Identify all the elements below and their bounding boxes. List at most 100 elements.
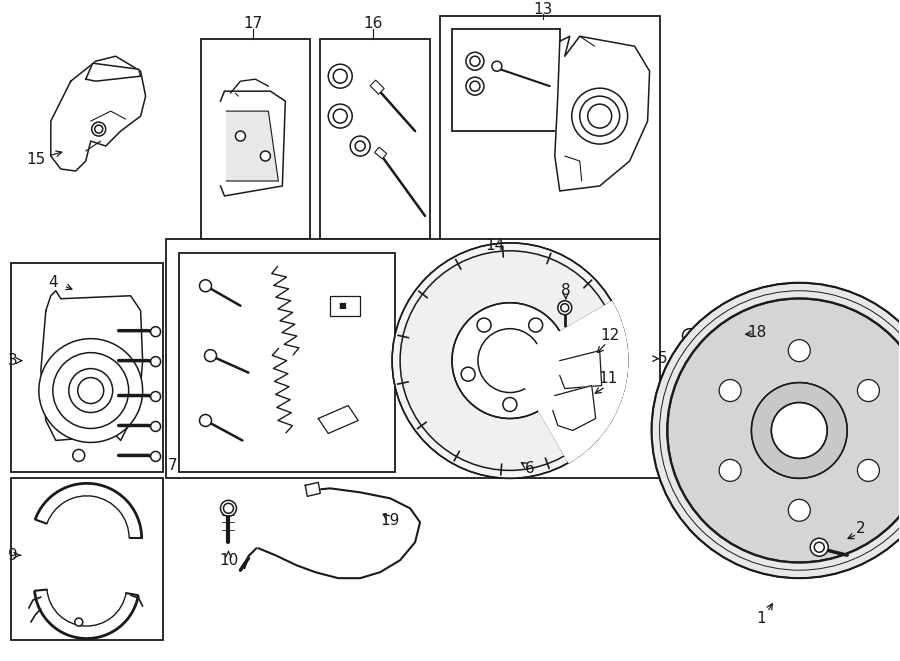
Circle shape	[503, 397, 517, 412]
Circle shape	[68, 369, 112, 412]
Bar	[374, 147, 387, 159]
Circle shape	[356, 141, 365, 151]
Circle shape	[682, 329, 697, 342]
Circle shape	[668, 299, 900, 563]
Polygon shape	[554, 36, 650, 191]
Circle shape	[461, 368, 475, 381]
Circle shape	[400, 251, 620, 471]
Circle shape	[492, 61, 502, 71]
Circle shape	[561, 303, 569, 312]
Polygon shape	[553, 385, 596, 430]
Text: 8: 8	[561, 284, 571, 298]
Bar	[452, 29, 560, 131]
Circle shape	[477, 318, 491, 332]
Circle shape	[788, 340, 810, 362]
Circle shape	[333, 109, 347, 123]
Circle shape	[558, 301, 572, 315]
Bar	[201, 39, 310, 239]
Circle shape	[150, 357, 160, 367]
Circle shape	[466, 77, 484, 95]
Bar	[440, 17, 660, 256]
Circle shape	[580, 96, 620, 136]
Text: 3: 3	[8, 353, 18, 368]
Circle shape	[470, 81, 480, 91]
Text: 15: 15	[26, 151, 46, 167]
Polygon shape	[86, 63, 140, 81]
Circle shape	[77, 377, 104, 403]
Circle shape	[333, 69, 347, 83]
Circle shape	[752, 383, 847, 479]
Circle shape	[652, 283, 900, 578]
Circle shape	[771, 403, 827, 459]
Text: 18: 18	[748, 325, 767, 340]
Text: 13: 13	[533, 2, 553, 17]
Polygon shape	[305, 483, 320, 496]
Circle shape	[544, 368, 559, 381]
Text: 19: 19	[381, 513, 400, 527]
Circle shape	[328, 64, 352, 88]
Circle shape	[588, 104, 612, 128]
Text: 16: 16	[364, 16, 382, 31]
Circle shape	[220, 500, 237, 516]
Polygon shape	[50, 56, 146, 171]
Circle shape	[478, 329, 542, 393]
Circle shape	[528, 318, 543, 332]
Text: 9: 9	[8, 548, 18, 563]
Circle shape	[350, 136, 370, 156]
Circle shape	[572, 88, 627, 144]
Circle shape	[858, 459, 879, 481]
Polygon shape	[227, 111, 278, 181]
Circle shape	[223, 503, 233, 514]
Bar	[166, 239, 660, 479]
Circle shape	[73, 449, 85, 461]
Text: 5: 5	[658, 351, 668, 366]
Text: 7: 7	[167, 458, 177, 473]
Circle shape	[75, 618, 83, 626]
Text: 4: 4	[48, 275, 58, 290]
Polygon shape	[510, 301, 627, 463]
Circle shape	[92, 122, 105, 136]
Circle shape	[814, 542, 824, 552]
Circle shape	[94, 125, 103, 133]
Circle shape	[53, 352, 129, 428]
Circle shape	[39, 338, 142, 442]
Circle shape	[204, 350, 217, 362]
Circle shape	[200, 280, 212, 292]
Text: 14: 14	[485, 239, 505, 253]
Circle shape	[236, 131, 246, 141]
Circle shape	[150, 391, 160, 401]
Bar	[11, 479, 163, 640]
Circle shape	[810, 538, 828, 556]
Bar	[178, 253, 395, 473]
Text: 10: 10	[219, 553, 238, 568]
Bar	[320, 39, 430, 239]
Bar	[330, 295, 360, 316]
Circle shape	[858, 379, 879, 401]
Text: 1: 1	[757, 611, 766, 625]
Circle shape	[470, 56, 480, 66]
Circle shape	[788, 499, 810, 522]
Circle shape	[719, 379, 741, 401]
Bar	[11, 263, 163, 473]
Circle shape	[200, 414, 212, 426]
Polygon shape	[40, 291, 142, 440]
Bar	[370, 80, 384, 95]
Text: 12: 12	[600, 328, 619, 343]
Circle shape	[150, 451, 160, 461]
Circle shape	[328, 104, 352, 128]
Text: 2: 2	[857, 521, 866, 536]
Polygon shape	[560, 350, 602, 389]
Circle shape	[466, 52, 484, 70]
Polygon shape	[319, 405, 358, 434]
Text: 11: 11	[598, 371, 617, 386]
Circle shape	[150, 327, 160, 336]
Text: ■: ■	[338, 301, 346, 310]
Circle shape	[452, 303, 568, 418]
Circle shape	[719, 459, 741, 481]
Circle shape	[260, 151, 270, 161]
Circle shape	[392, 243, 627, 479]
Circle shape	[150, 422, 160, 432]
Text: 17: 17	[244, 16, 263, 31]
Text: 6: 6	[525, 461, 535, 476]
Polygon shape	[220, 91, 285, 196]
